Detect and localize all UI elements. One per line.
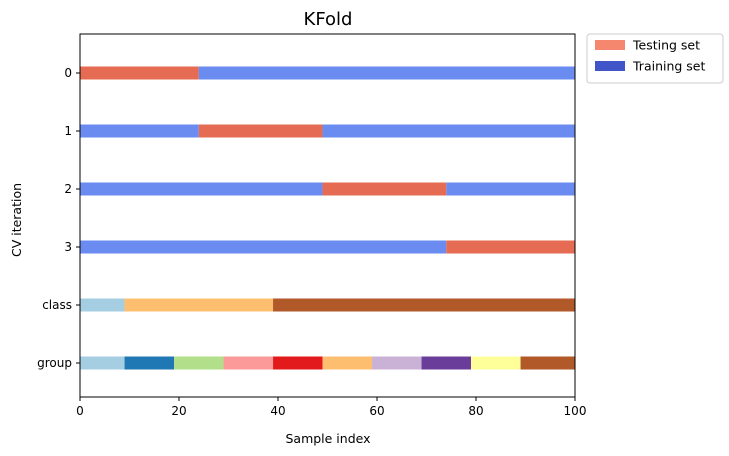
bar-segment-group-5 [322,356,373,370]
x-tick-label: 100 [564,404,587,418]
y-tick-label: group [37,356,72,370]
legend-label: Training set [632,59,705,74]
bar-segment-1-1 [198,124,323,138]
bar-segment-group-3 [223,356,274,370]
bar-segment-2-0 [80,182,323,196]
bar-segment-2-1 [322,182,447,196]
bar-segment-group-1 [124,356,175,370]
plot-frame [79,33,576,398]
bar-segment-group-2 [174,356,224,370]
legend-swatch [595,61,625,71]
bar-segment-3-1 [446,240,575,254]
bar-segment-class-0 [80,298,125,312]
x-axis-label: Sample index [285,431,370,446]
x-tick-label: 40 [270,404,285,418]
y-axis-ticks: 0 1 2 3 class group [37,66,80,370]
y-axis-label: CV iteration [9,183,24,257]
bar-segment-0-0 [80,66,199,80]
bar-segment-class-1 [124,298,274,312]
legend-label: Testing set [632,38,700,53]
bar-segment-1-2 [322,124,575,138]
bar-segment-3-0 [80,240,447,254]
bar-segment-class-2 [273,298,575,312]
bar-segment-group-6 [372,356,422,370]
bar-segment-group-7 [421,356,472,370]
bar-segment-2-2 [446,182,575,196]
bar-segment-group-4 [273,356,323,370]
y-tick-label: 1 [64,124,72,138]
bar-segment-group-8 [471,356,521,370]
y-tick-label: 0 [64,66,72,80]
y-tick-label: class [42,298,72,312]
chart-title: KFold [304,9,353,30]
bars-layer [80,66,576,370]
x-tick-label: 0 [76,404,84,418]
bar-segment-group-9 [520,356,575,370]
x-axis-ticks: 0 20 40 60 80 100 [76,397,586,418]
legend: Testing set Training set [586,33,724,84]
bar-segment-group-0 [80,356,125,370]
x-tick-label: 20 [171,404,186,418]
bar-segment-1-0 [80,124,199,138]
y-tick-label: 3 [64,240,72,254]
legend-swatch [595,40,625,50]
x-tick-label: 80 [468,404,483,418]
bar-segment-0-1 [198,66,576,80]
x-tick-label: 60 [369,404,384,418]
y-tick-label: 2 [64,182,72,196]
